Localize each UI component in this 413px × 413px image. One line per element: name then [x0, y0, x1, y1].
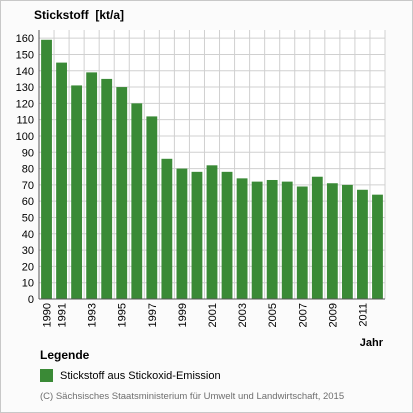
x-tick-label-1999: 1999 [177, 303, 189, 327]
bar-2002 [221, 171, 233, 299]
bar-2008 [311, 176, 323, 299]
bar-1997 [146, 116, 158, 299]
bar-2003 [236, 178, 248, 299]
x-tick-label-2009: 2009 [327, 303, 339, 327]
chart-title: Stickstoff [kt/a] [34, 8, 125, 22]
bar-1994 [101, 78, 113, 299]
x-axis-label: Jahr [359, 337, 383, 349]
legend-label: Stickstoff aus Stickoxid-Emission [60, 369, 221, 382]
bar-1998 [161, 158, 173, 299]
y-tick-label: 120 [16, 98, 34, 110]
bar-2005 [266, 179, 278, 299]
bar-2010 [341, 184, 353, 299]
y-tick-label: 20 [22, 261, 34, 273]
y-tick-label: 40 [22, 229, 34, 241]
bar-chart: 0 10 20 30 40 50 60 70 80 90 100 110 120 130 140 150 160… [16, 30, 386, 327]
legend-swatch [40, 369, 53, 382]
bar-2000 [191, 171, 203, 299]
x-tick-label-1990: 1990 [42, 303, 54, 327]
bar-1990 [41, 39, 52, 299]
x-tick-label-1993: 1993 [87, 303, 99, 327]
bar-2006 [281, 181, 293, 299]
y-tick-label: 150 [16, 49, 34, 61]
x-tick-label-2011: 2011 [357, 303, 369, 327]
legend-title: Legende [40, 348, 90, 362]
bar-1992 [71, 85, 83, 300]
y-tick-label: 60 [22, 196, 34, 208]
bar-2004 [251, 181, 263, 299]
y-tick-label: 50 [22, 212, 34, 224]
bar-2011 [357, 189, 368, 299]
bar-2007 [296, 186, 308, 299]
y-tick-label: 160 [16, 33, 34, 45]
y-tick-label: 130 [16, 82, 34, 94]
bar-1991 [56, 62, 67, 299]
y-tick-label: 80 [22, 164, 34, 176]
x-tick-label-2007: 2007 [297, 303, 309, 327]
bar-2012 [372, 194, 383, 299]
bar-1996 [131, 103, 143, 299]
y-tick-label: 140 [16, 66, 34, 78]
y-tick-label: 90 [22, 147, 34, 159]
bar-1993 [86, 72, 98, 299]
legend-item: Stickstoff aus Stickoxid-Emission [40, 369, 221, 382]
y-tick-label: 30 [22, 245, 34, 257]
bar-1995 [116, 87, 128, 299]
bar-1999 [176, 168, 188, 299]
copyright-notice: (C) Sächsisches Staatsministerium für Um… [40, 391, 345, 402]
x-tick-label-2005: 2005 [267, 303, 279, 327]
x-tick-label-1997: 1997 [147, 303, 159, 327]
x-tick-label-1995: 1995 [117, 303, 129, 327]
bar-2009 [326, 183, 338, 299]
y-tick-label: 10 [22, 278, 34, 290]
x-tick-label-1991: 1991 [57, 303, 69, 327]
y-tick-label: 70 [22, 180, 34, 192]
y-tick-label: 110 [16, 115, 34, 127]
y-tick-label: 0 [28, 294, 34, 306]
x-tick-label-2003: 2003 [237, 303, 249, 327]
x-tick-label-2001: 2001 [207, 303, 219, 327]
y-tick-label: 100 [16, 131, 34, 143]
bar-2001 [206, 165, 218, 299]
